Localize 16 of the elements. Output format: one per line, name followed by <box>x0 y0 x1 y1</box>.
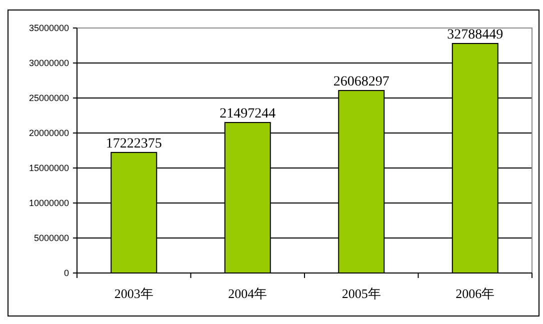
y-tick-label: 10000000 <box>28 198 69 208</box>
data-label: 32788449 <box>447 27 504 42</box>
y-tick-label: 25000000 <box>28 93 69 104</box>
data-label: 21497244 <box>220 106 276 122</box>
y-tick-label: 0 <box>64 268 69 278</box>
data-label: 26068297 <box>333 74 390 90</box>
y-tick-label: 20000000 <box>28 128 69 138</box>
y-tick-label: 5000000 <box>34 233 69 244</box>
data-label: 17222375 <box>106 136 162 152</box>
y-tick-label: 15000000 <box>28 163 69 174</box>
x-tick-label: 2006年 <box>456 286 495 301</box>
x-tick-label: 2004年 <box>228 286 268 301</box>
y-tick-label: 30000000 <box>28 58 69 68</box>
y-tick-label: 35000000 <box>28 23 69 34</box>
x-tick-label: 2003年 <box>114 286 154 301</box>
x-tick-label: 2005年 <box>342 286 381 301</box>
